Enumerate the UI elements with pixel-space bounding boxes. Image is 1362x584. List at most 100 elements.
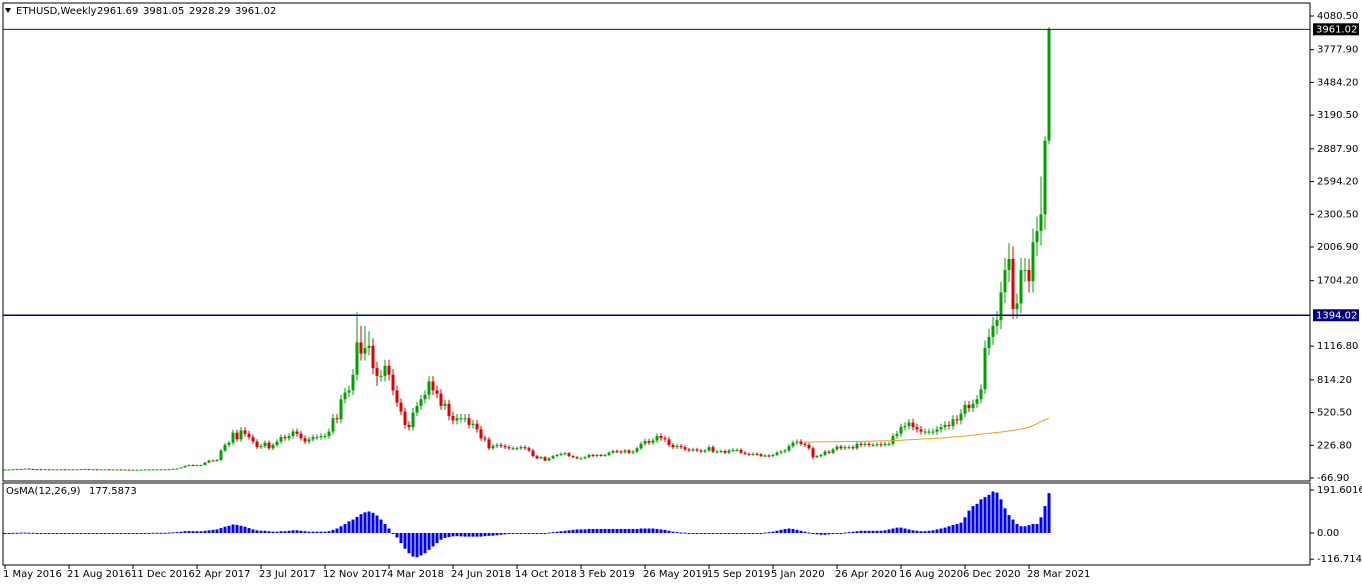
candle-body — [75, 469, 79, 471]
candle-body — [23, 468, 27, 470]
osma-bar — [963, 517, 967, 533]
candle-body — [371, 345, 375, 369]
candle-body — [667, 439, 671, 445]
candle-body — [535, 456, 539, 459]
osma-bar — [787, 528, 791, 533]
candle-body — [575, 457, 579, 459]
osma-bar — [399, 532, 403, 544]
osma-bar — [259, 530, 263, 533]
candle-body — [339, 399, 343, 420]
osma-bar — [927, 530, 931, 533]
candle-body — [191, 464, 195, 466]
candle-body — [255, 441, 259, 448]
osma-bar — [843, 532, 847, 534]
osma-bar — [931, 530, 935, 533]
candle-body — [471, 423, 475, 425]
candle-body — [595, 454, 599, 457]
y-tick-label: -66.90 — [1317, 473, 1349, 484]
osma-bar — [27, 532, 31, 534]
osma-bar — [559, 531, 563, 533]
candle-body — [467, 418, 471, 425]
candle-body — [395, 390, 399, 403]
osma-bar — [19, 532, 23, 534]
osma-bar — [643, 528, 647, 533]
candle-body — [819, 454, 823, 457]
osma-bar — [687, 532, 691, 534]
osma-bar — [891, 528, 895, 533]
candle-body — [895, 433, 899, 437]
osma-bar — [151, 532, 155, 534]
candle-body — [747, 453, 751, 455]
candle-body — [919, 429, 923, 432]
osma-bar — [179, 531, 183, 533]
candle-body — [731, 449, 735, 451]
osma-bar — [51, 532, 55, 534]
candle-body — [751, 453, 755, 455]
candle-body — [15, 468, 19, 470]
y-tick-label: 2594.20 — [1317, 177, 1358, 188]
osma-bar — [223, 526, 227, 533]
candle-body — [995, 320, 999, 326]
candle-body — [31, 468, 35, 470]
candle-body — [723, 451, 727, 453]
osma-bar — [387, 528, 391, 533]
osma-bar — [575, 529, 579, 533]
osma-bar — [795, 529, 799, 533]
candle-body — [87, 469, 91, 471]
osma-bar — [767, 532, 771, 534]
osma-bar — [947, 526, 951, 533]
menu-arrow[interactable] — [5, 8, 11, 13]
y-tick-label: 2006.90 — [1317, 242, 1358, 253]
y-tick-label: 520.50 — [1317, 408, 1352, 419]
osma-bar — [1023, 526, 1027, 533]
osma-bar — [107, 532, 111, 534]
candle-body — [679, 446, 683, 448]
osma-bar — [123, 532, 127, 534]
osma-bar — [307, 531, 311, 533]
osma-name: OsMA(12,26,9) — [6, 486, 81, 497]
osma-bar — [115, 532, 119, 534]
candle-body — [743, 452, 747, 454]
osma-bar — [391, 532, 395, 534]
osma-y-tick-label: 0.00 — [1317, 528, 1339, 539]
candle-body — [1043, 140, 1047, 215]
osma-bar — [315, 531, 319, 533]
osma-bar — [535, 532, 539, 534]
osma-bar — [595, 528, 599, 533]
osma-bar — [435, 532, 439, 544]
candle-body — [771, 454, 775, 457]
candle-body — [683, 447, 687, 450]
candle-body — [291, 431, 295, 437]
osma-bar — [311, 531, 315, 533]
candle-body — [347, 390, 351, 393]
osma-bar — [951, 524, 955, 533]
x-tick-label: 2 Apr 2017 — [195, 569, 250, 580]
candle-body — [367, 345, 371, 349]
osma-bar — [31, 532, 35, 534]
osma-bar — [995, 492, 999, 533]
osma-bar — [811, 532, 815, 534]
osma-bar — [363, 512, 367, 533]
candle-body — [447, 403, 451, 416]
osma-bar — [523, 532, 527, 534]
candle-body — [847, 447, 851, 449]
candle-body — [719, 451, 723, 453]
candle-body — [271, 444, 275, 449]
close: 3961.02 — [235, 6, 276, 17]
x-tick-label: 3 Feb 2019 — [579, 569, 635, 580]
candle-body — [739, 449, 743, 453]
candle-body — [235, 432, 239, 440]
osma-bar — [739, 532, 743, 534]
osma-bar — [987, 494, 991, 533]
osma-bar — [147, 532, 151, 534]
candle-body — [579, 458, 583, 460]
candle-body — [875, 444, 879, 446]
candle-body — [295, 431, 299, 434]
osma-bar — [91, 532, 95, 534]
candle-body — [691, 449, 695, 451]
osma-bar — [751, 532, 755, 534]
candle-body — [355, 342, 359, 375]
candle-body — [311, 437, 315, 440]
candle-body — [999, 292, 1003, 321]
candle-body — [391, 374, 395, 391]
